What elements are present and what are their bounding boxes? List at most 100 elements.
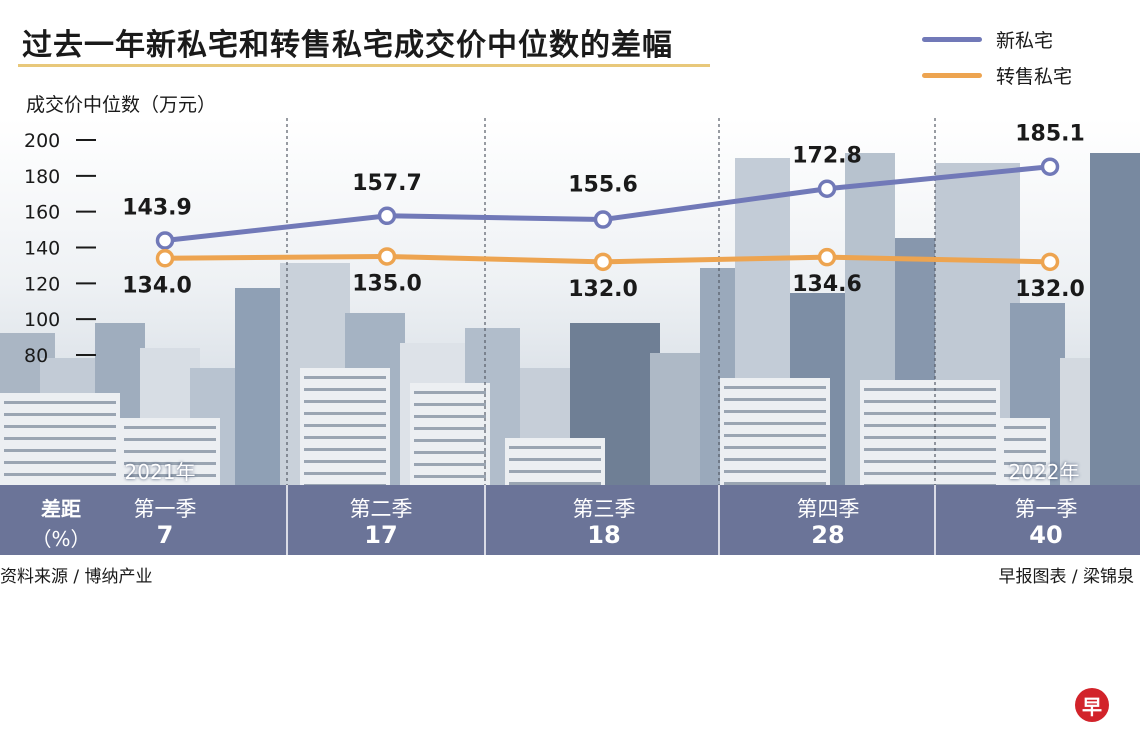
building	[650, 353, 705, 485]
window-row	[304, 472, 386, 475]
quarter-label: 第三季	[572, 497, 636, 521]
gap-value: 40	[1029, 521, 1063, 549]
window-row	[414, 463, 486, 466]
city-skyline	[0, 153, 1140, 485]
window-row	[414, 439, 486, 442]
apartment-block	[505, 438, 605, 485]
chart-title: 过去一年新私宅和转售私宅成交价中位数的差幅	[22, 28, 673, 63]
window-row	[864, 484, 996, 485]
window-row	[724, 434, 826, 437]
data-label: 172.8	[792, 144, 862, 169]
window-row	[864, 400, 996, 403]
title-underline	[18, 64, 710, 67]
table-divider	[934, 485, 936, 555]
window-row	[124, 438, 216, 441]
gap-value: 7	[156, 521, 174, 549]
source-credit: 资料来源 / 博纳产业	[0, 567, 153, 587]
window-row	[1004, 474, 1046, 477]
y-tick-label: 100	[24, 309, 60, 331]
data-point	[1040, 157, 1060, 176]
window-row	[724, 422, 826, 425]
window-row	[124, 450, 216, 453]
legend-item-new: 新私宅	[922, 24, 1053, 54]
data-label: 143.9	[122, 196, 192, 221]
data-point	[377, 247, 397, 266]
window-row	[864, 424, 996, 427]
data-point	[377, 206, 397, 226]
data-label: 155.6	[568, 173, 638, 198]
window-row	[124, 474, 216, 477]
building	[1090, 153, 1140, 485]
window-row	[304, 376, 386, 379]
y-axis-label: 成交价中位数（万元）	[26, 94, 217, 116]
window-row	[414, 403, 486, 406]
graphic-credit: 早报图表 / 梁锦泉	[998, 567, 1134, 587]
zaobao-logo: 早	[1075, 688, 1109, 722]
data-label: 134.0	[122, 273, 192, 298]
window-row	[304, 436, 386, 439]
table-divider	[286, 485, 288, 555]
window-row	[4, 437, 116, 440]
data-label: 135.0	[352, 271, 422, 296]
gap-table: 差距 （%） 第一季 第二季 第三季 第四季 第一季 7 17 18 28 40	[0, 485, 1140, 555]
window-row	[864, 448, 996, 451]
table-divider	[484, 485, 486, 555]
data-point	[593, 210, 613, 229]
window-row	[509, 470, 601, 473]
window-row	[414, 451, 486, 454]
apartment-block	[410, 383, 490, 485]
window-row	[724, 398, 826, 401]
legend-swatch-new	[922, 36, 982, 42]
data-label: 134.6	[792, 272, 862, 297]
window-row	[1004, 462, 1046, 465]
year-label-2021: 2021年	[124, 460, 196, 484]
window-row	[4, 401, 116, 404]
series-lines: 143.9 157.7 155.6 172.8 185.1 134.0 135.0 132.0…	[122, 122, 1085, 302]
apartment-block	[860, 380, 1000, 485]
y-tick-label: 80	[24, 345, 48, 367]
window-row	[724, 410, 826, 413]
window-row	[304, 460, 386, 463]
window-row	[4, 413, 116, 416]
y-tick-label: 160	[24, 202, 60, 224]
y-axis: 200 180 160 140 120 100 80	[24, 130, 96, 367]
window-row	[304, 412, 386, 415]
window-row	[509, 458, 601, 461]
window-row	[304, 448, 386, 451]
window-row	[509, 482, 601, 485]
window-row	[864, 472, 996, 475]
gap-value: 18	[587, 521, 621, 549]
gap-value: 17	[364, 521, 398, 549]
window-row	[304, 388, 386, 391]
quarter-label: 第二季	[349, 497, 413, 521]
y-tick-label: 180	[24, 166, 60, 188]
window-row	[304, 400, 386, 403]
data-label: 157.7	[352, 171, 422, 196]
window-row	[509, 446, 601, 449]
quarter-label: 第四季	[796, 497, 860, 521]
legend-label-resale: 转售私宅	[996, 65, 1073, 88]
window-row	[4, 425, 116, 428]
window-row	[4, 473, 116, 476]
window-row	[724, 386, 826, 389]
y-tick-label: 120	[24, 273, 60, 295]
window-row	[864, 460, 996, 463]
gap-row-title: 差距	[41, 497, 81, 521]
window-row	[124, 426, 216, 429]
y-tick-label: 200	[24, 130, 60, 152]
data-point	[155, 231, 175, 250]
quarter-label: 第一季	[1014, 497, 1078, 521]
data-label: 132.0	[1015, 277, 1085, 302]
quarter-label: 第一季	[133, 497, 197, 521]
window-row	[414, 475, 486, 478]
data-point	[817, 179, 837, 198]
window-row	[724, 446, 826, 449]
line-chart: 200 180 160 140 120 100 80 143.9 157.7 155.6 172.…	[0, 118, 1140, 485]
window-row	[304, 424, 386, 427]
table-divider	[718, 485, 720, 555]
window-row	[864, 412, 996, 415]
window-row	[1004, 450, 1046, 453]
window-row	[4, 461, 116, 464]
window-row	[414, 415, 486, 418]
window-row	[864, 388, 996, 391]
